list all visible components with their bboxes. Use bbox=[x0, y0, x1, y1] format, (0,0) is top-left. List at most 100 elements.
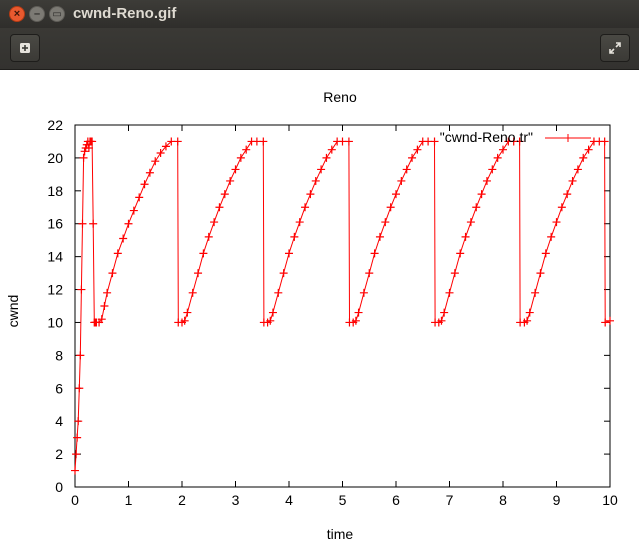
y-tick-label: 8 bbox=[55, 347, 63, 363]
data-point bbox=[370, 249, 379, 258]
data-point bbox=[525, 308, 534, 317]
chart-title: Reno bbox=[323, 89, 357, 105]
legend-label: "cwnd-Reno.tr" bbox=[440, 129, 533, 145]
y-tick-label: 10 bbox=[47, 314, 63, 330]
x-tick-label: 10 bbox=[602, 492, 618, 508]
data-point bbox=[359, 288, 368, 297]
data-point bbox=[226, 176, 235, 185]
x-tick-label: 7 bbox=[446, 492, 454, 508]
data-point bbox=[84, 144, 93, 153]
data-point bbox=[279, 269, 288, 278]
data-point bbox=[173, 137, 182, 146]
window-titlebar: × – ▭ cwnd-Reno.gif bbox=[0, 0, 639, 28]
data-point bbox=[124, 219, 133, 228]
data-point bbox=[477, 190, 486, 199]
maximize-window-button[interactable]: ▭ bbox=[49, 6, 65, 22]
data-point bbox=[80, 147, 89, 156]
plot-area: Reno time cwnd 0 1 2 3 4 5 6 7 8 9 10 0 2 4 6 8 10 12 14 16… bbox=[0, 70, 639, 548]
data-point bbox=[88, 137, 97, 146]
data-point bbox=[413, 145, 422, 154]
y-axis-label: cwnd bbox=[5, 295, 21, 328]
data-point bbox=[322, 153, 331, 162]
data-point bbox=[430, 137, 439, 146]
series-layer bbox=[71, 137, 614, 475]
data-point bbox=[100, 302, 109, 310]
data-point bbox=[408, 153, 417, 162]
data-point bbox=[536, 269, 545, 278]
data-point bbox=[402, 165, 411, 174]
viewer-toolbar bbox=[0, 28, 639, 70]
data-point bbox=[188, 288, 197, 297]
data-point bbox=[392, 190, 400, 199]
data-point bbox=[351, 316, 360, 325]
data-point bbox=[311, 176, 320, 185]
data-point bbox=[531, 288, 540, 297]
data-point bbox=[381, 218, 390, 227]
y-tick-label: 16 bbox=[47, 216, 63, 232]
data-point bbox=[445, 288, 454, 297]
data-point bbox=[488, 165, 497, 174]
cwnd-chart: Reno time cwnd 0 1 2 3 4 5 6 7 8 9 100246810121416… bbox=[5, 89, 618, 542]
x-tick-label: 8 bbox=[499, 492, 507, 508]
data-point bbox=[135, 193, 144, 202]
data-point bbox=[113, 249, 122, 258]
data-point bbox=[78, 219, 87, 228]
data-point bbox=[327, 145, 336, 154]
data-point bbox=[290, 232, 299, 241]
data-point bbox=[306, 190, 315, 199]
y-tick-label: 4 bbox=[55, 413, 63, 429]
y-tick-label: 14 bbox=[47, 249, 63, 265]
data-point bbox=[145, 168, 154, 177]
data-point bbox=[183, 308, 192, 317]
data-point bbox=[220, 190, 229, 199]
data-point bbox=[563, 190, 572, 199]
data-point bbox=[156, 148, 165, 157]
data-point bbox=[129, 206, 138, 215]
add-button[interactable] bbox=[10, 34, 40, 62]
data-point bbox=[73, 433, 82, 442]
data-point bbox=[437, 316, 446, 325]
data-point bbox=[231, 165, 240, 174]
x-tick-label: 5 bbox=[339, 492, 347, 508]
legend-marker bbox=[564, 134, 572, 142]
close-window-button[interactable]: × bbox=[9, 6, 25, 22]
data-point bbox=[295, 218, 304, 227]
data-point bbox=[242, 145, 251, 154]
data-point bbox=[466, 218, 475, 227]
data-point bbox=[89, 219, 98, 228]
x-tick-label: 4 bbox=[285, 492, 293, 508]
data-point bbox=[76, 351, 85, 360]
y-tick-label: 2 bbox=[55, 446, 63, 462]
data-point bbox=[568, 176, 577, 185]
data-point bbox=[493, 153, 502, 162]
window-title: cwnd-Reno.gif bbox=[73, 5, 177, 22]
data-point bbox=[456, 249, 465, 258]
fullscreen-button[interactable] bbox=[600, 34, 630, 62]
x-tick-label: 0 bbox=[71, 492, 79, 508]
data-point bbox=[151, 157, 160, 166]
series-line bbox=[74, 141, 611, 471]
x-tick-label: 6 bbox=[392, 492, 400, 508]
data-point bbox=[204, 232, 213, 241]
y-tick-label: 20 bbox=[47, 150, 63, 166]
data-point bbox=[140, 180, 149, 189]
y-tick-label: 0 bbox=[55, 479, 63, 495]
data-point bbox=[71, 466, 79, 475]
data-point bbox=[77, 285, 86, 294]
data-point bbox=[194, 269, 203, 278]
data-point bbox=[285, 249, 293, 258]
minimize-window-button[interactable]: – bbox=[29, 6, 45, 22]
y-tick-label: 6 bbox=[55, 380, 63, 396]
data-point bbox=[397, 176, 406, 185]
data-point bbox=[573, 165, 582, 174]
data-point bbox=[97, 315, 106, 324]
x-tick-label: 3 bbox=[232, 492, 240, 508]
x-tick-label: 1 bbox=[125, 492, 133, 508]
data-point bbox=[108, 269, 117, 278]
data-point bbox=[79, 153, 88, 162]
plus-square-icon bbox=[20, 43, 30, 53]
data-point bbox=[236, 153, 245, 162]
fullscreen-icon bbox=[609, 42, 621, 54]
data-point bbox=[274, 288, 283, 297]
